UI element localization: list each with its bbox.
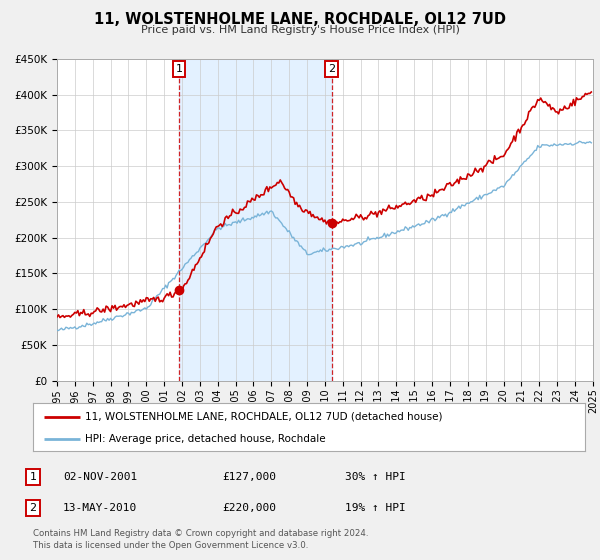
Text: Price paid vs. HM Land Registry's House Price Index (HPI): Price paid vs. HM Land Registry's House …: [140, 25, 460, 35]
Text: This data is licensed under the Open Government Licence v3.0.: This data is licensed under the Open Gov…: [33, 541, 308, 550]
Bar: [179, 59, 332, 381]
Text: 1: 1: [29, 472, 37, 482]
Text: 19% ↑ HPI: 19% ↑ HPI: [345, 503, 406, 513]
Text: £127,000: £127,000: [222, 472, 276, 482]
Text: 1: 1: [176, 64, 182, 74]
Text: 02-NOV-2001: 02-NOV-2001: [63, 472, 137, 482]
Text: 11, WOLSTENHOLME LANE, ROCHDALE, OL12 7UD: 11, WOLSTENHOLME LANE, ROCHDALE, OL12 7U…: [94, 12, 506, 27]
Text: 11, WOLSTENHOLME LANE, ROCHDALE, OL12 7UD (detached house): 11, WOLSTENHOLME LANE, ROCHDALE, OL12 7U…: [85, 412, 443, 422]
Text: 13-MAY-2010: 13-MAY-2010: [63, 503, 137, 513]
Text: 30% ↑ HPI: 30% ↑ HPI: [345, 472, 406, 482]
Text: HPI: Average price, detached house, Rochdale: HPI: Average price, detached house, Roch…: [85, 435, 326, 445]
Text: £220,000: £220,000: [222, 503, 276, 513]
Text: 2: 2: [29, 503, 37, 513]
Text: 2: 2: [328, 64, 335, 74]
Text: Contains HM Land Registry data © Crown copyright and database right 2024.: Contains HM Land Registry data © Crown c…: [33, 529, 368, 538]
